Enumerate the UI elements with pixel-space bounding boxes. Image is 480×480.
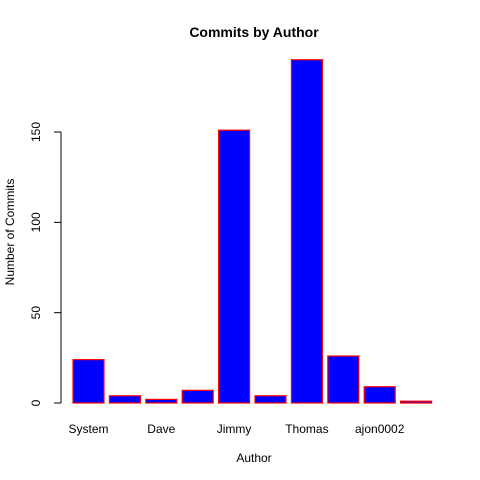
y-axis-label: Number of Commits (3, 179, 17, 286)
y-tick-label: 0 (29, 399, 43, 406)
y-tick-label: 150 (29, 122, 43, 142)
bar (363, 386, 396, 404)
bar (218, 129, 251, 404)
x-tick-label: Thomas (285, 422, 328, 436)
bar (72, 359, 105, 404)
bar (181, 389, 214, 404)
bar (290, 59, 323, 404)
x-tick-label: ajon0002 (355, 422, 405, 436)
chart-title: Commits by Author (189, 24, 319, 40)
bar (145, 398, 178, 404)
bar (327, 355, 360, 404)
x-tick-label: Dave (147, 422, 175, 436)
x-tick-labels: System Dave Jimmy Thomas ajon0002 (68, 422, 404, 436)
y-tick-label: 50 (29, 306, 43, 320)
x-axis-label: Author (236, 451, 271, 465)
y-axis: 0 50 100 150 (29, 122, 62, 406)
x-tick-label: Jimmy (217, 422, 252, 436)
y-tick-label: 100 (29, 212, 43, 232)
bars (72, 59, 433, 404)
bar (400, 400, 433, 404)
bar (254, 395, 287, 404)
bar (108, 395, 142, 404)
x-tick-label: System (68, 422, 108, 436)
